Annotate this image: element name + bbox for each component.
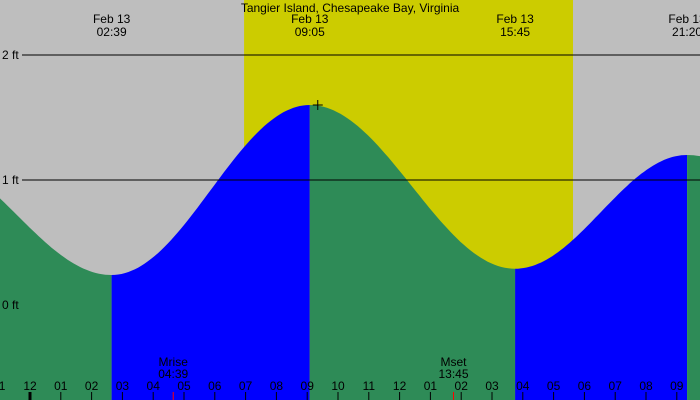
y-tick-label: 0 ft: [2, 298, 19, 312]
high-tide-marker: [312, 100, 323, 110]
moon-event-time: 04:39: [158, 367, 188, 381]
x-tick-label: 08: [270, 379, 284, 393]
falling-tide-area: [687, 155, 700, 400]
rising-tide-area: [111, 105, 310, 400]
falling-tide-area: [0, 198, 112, 400]
chart-title: Tangier Island, Chesapeake Bay, Virginia: [241, 1, 460, 15]
extreme-time-label: 09:05: [295, 25, 325, 39]
moon-event-time: 13:45: [438, 367, 468, 381]
x-tick-label: 03: [485, 379, 499, 393]
x-tick-label: 04: [516, 379, 530, 393]
extreme-time-label: 15:45: [500, 25, 530, 39]
x-tick-label: 11: [363, 379, 376, 393]
moon-event-label: Mset: [440, 355, 467, 369]
extreme-date-label: Feb 13: [93, 12, 131, 26]
x-tick-label: 05: [177, 379, 191, 393]
x-tick-label: 12: [23, 379, 37, 393]
falling-tide-area: [309, 105, 516, 400]
x-tick-label: 01: [54, 379, 68, 393]
extreme-date-label: Feb 13: [496, 12, 534, 26]
y-tick-label: 1 ft: [2, 173, 19, 187]
extreme-time-label: 02:39: [97, 25, 127, 39]
x-tick-label: 09: [670, 379, 684, 393]
x-tick-label: 08: [639, 379, 653, 393]
x-tick-label: 05: [547, 379, 561, 393]
x-tick-label: 12: [393, 379, 407, 393]
x-tick-label: 01: [424, 379, 438, 393]
rising-tide-area: [515, 155, 688, 400]
x-tick-label: 04: [147, 379, 161, 393]
x-tick-label: 10: [331, 379, 345, 393]
x-tick-label: 09: [301, 379, 315, 393]
x-tick-label: 03: [116, 379, 130, 393]
moon-event-label: Mrise: [159, 355, 189, 369]
x-tick-label: 02: [455, 379, 469, 393]
x-tick-label: 06: [208, 379, 222, 393]
extreme-date-label: Feb 13: [291, 12, 329, 26]
y-tick-label: 2 ft: [2, 48, 19, 62]
extreme-date-label: Feb 13: [668, 12, 700, 26]
x-tick-label: 06: [578, 379, 592, 393]
x-tick-label: 11: [0, 379, 6, 393]
x-tick-label: 07: [609, 379, 623, 393]
extreme-time-label: 21:20: [672, 25, 700, 39]
y-gridlines: 2 ft 1 ft 0 ft: [2, 48, 700, 312]
x-axis: 11 12 01 02 03 04 05 06 07 08 09 10 11 12 01 02 03 04 05 06…: [0, 379, 684, 400]
x-tick-label: 07: [239, 379, 253, 393]
x-tick-label: 02: [85, 379, 99, 393]
tide-areas: [0, 105, 700, 400]
